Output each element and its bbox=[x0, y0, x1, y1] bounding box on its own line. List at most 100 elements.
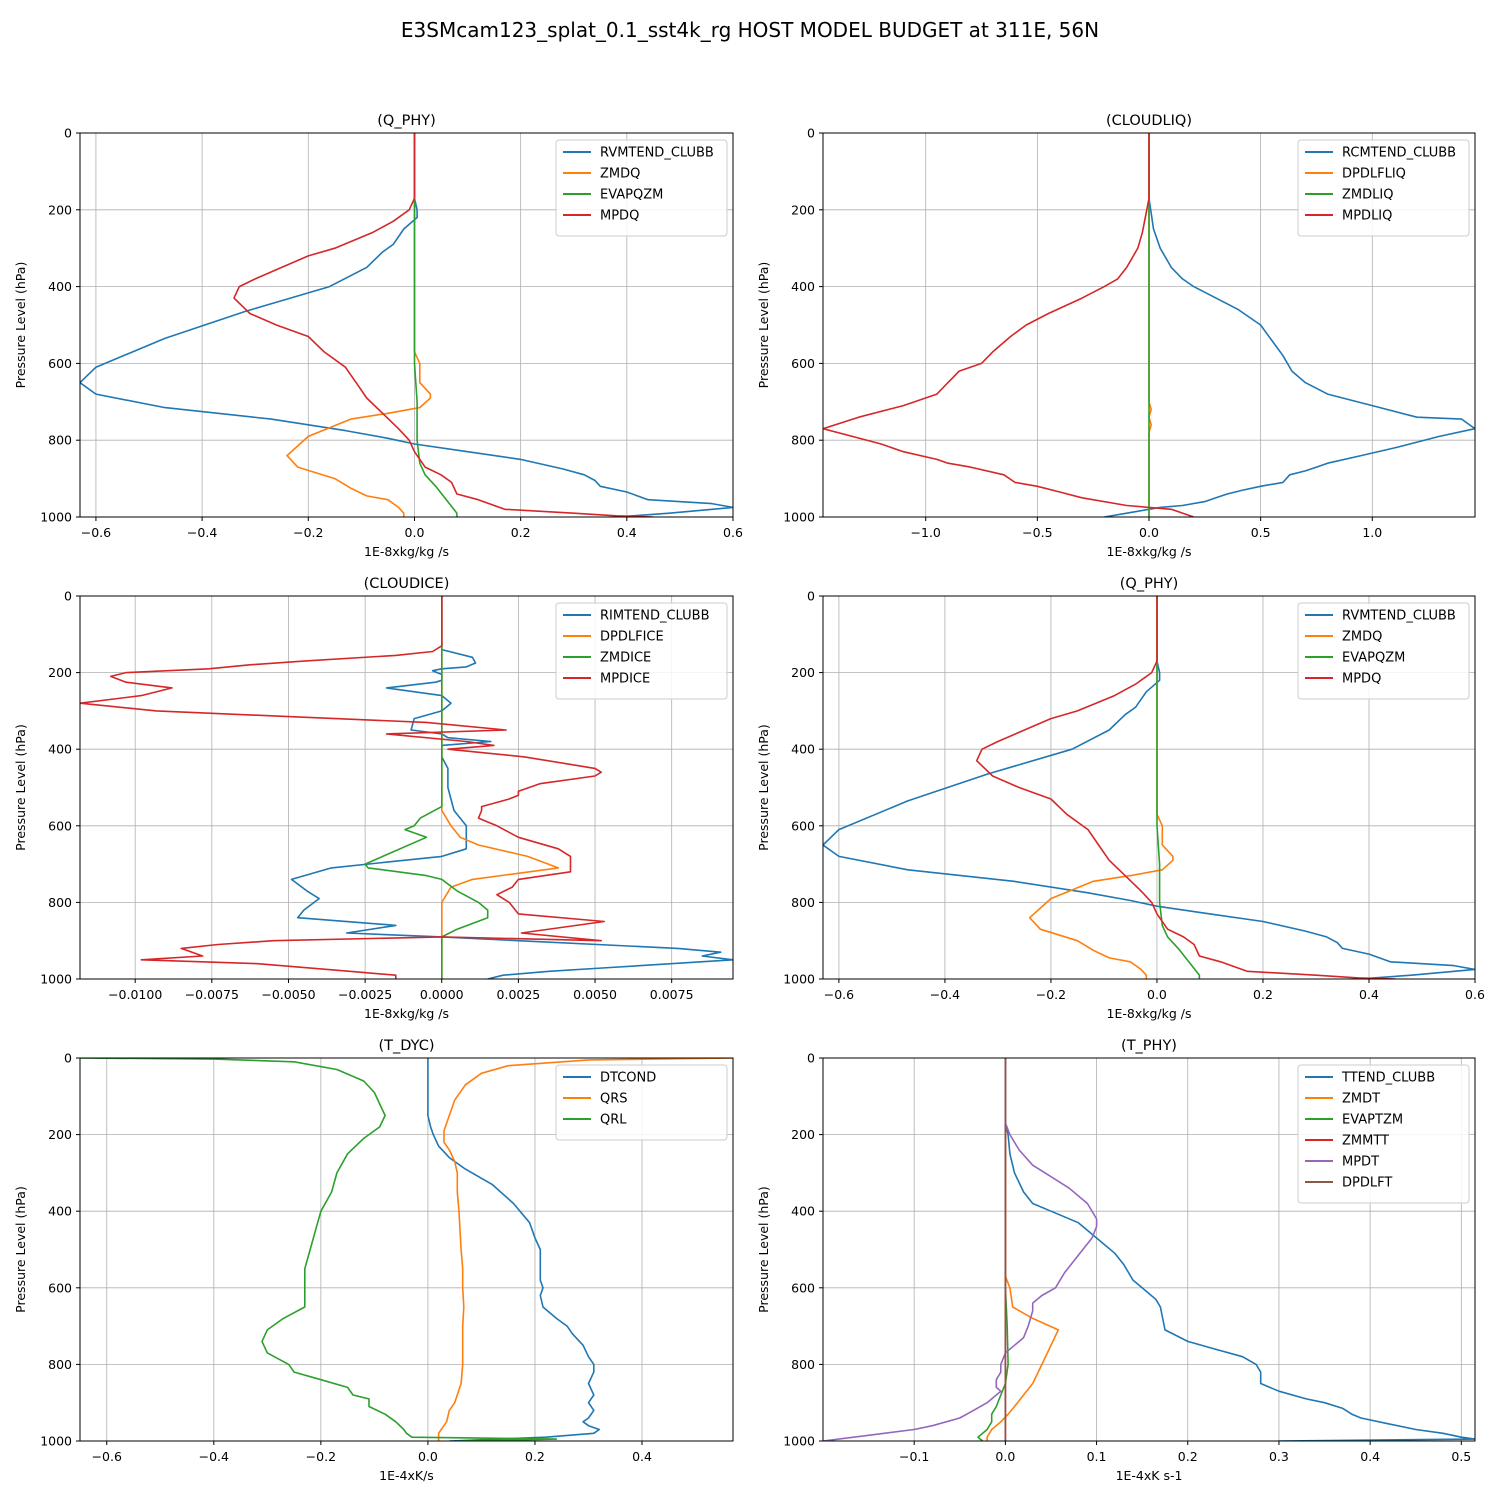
series-line-mpdq bbox=[975, 596, 1396, 979]
plot-area bbox=[823, 1058, 1475, 1441]
x-tick-label: 0.2 bbox=[511, 525, 531, 540]
plot-area bbox=[80, 1058, 733, 1441]
series-line-evapqzm bbox=[413, 133, 458, 517]
series-line-rvmtend-clubb bbox=[80, 133, 733, 517]
x-tick-label: −0.0050 bbox=[261, 987, 315, 1002]
x-axis-label: 1E-8xkg/kg /s bbox=[1107, 544, 1192, 559]
y-tick-label: 600 bbox=[48, 356, 72, 371]
x-tick-label: −1.0 bbox=[911, 525, 941, 540]
subplot-title: (Q_PHY) bbox=[1120, 576, 1178, 592]
x-axis-label: 1E-8xkg/kg /s bbox=[364, 1006, 449, 1021]
series-line-rvmtend-clubb bbox=[823, 596, 1475, 979]
subplot-title: (T_PHY) bbox=[1121, 1038, 1177, 1054]
y-tick-label: 400 bbox=[791, 1204, 815, 1219]
subplot-4: −0.6 −0.4 −0.2 0.0 0.2 0.4 0.6 0 200 400 600 800 100… bbox=[756, 576, 1485, 1021]
plot-area bbox=[80, 596, 733, 979]
y-tick-label: 1000 bbox=[40, 972, 72, 987]
series-line-mpdt bbox=[823, 1058, 1098, 1441]
x-tick-label: 0.0025 bbox=[497, 987, 541, 1002]
legend-box bbox=[1297, 1064, 1470, 1204]
plot-area bbox=[823, 596, 1475, 979]
legend-label: MPDLIQ bbox=[1342, 209, 1392, 224]
subplot-6: −0.1 0.0 0.1 0.2 0.3 0.4 0.5 0 200 400 600 800 1000 (… bbox=[756, 1038, 1476, 1483]
y-tick-label: 800 bbox=[791, 895, 815, 910]
legend: RVMTEND_CLUBB ZMDQ EVAPQZM MPDQ bbox=[1297, 602, 1470, 700]
legend-label: MPDQ bbox=[1342, 672, 1381, 687]
y-tick-label: 0 bbox=[64, 589, 72, 604]
legend-box bbox=[555, 139, 728, 237]
series-line-zmdice bbox=[364, 596, 489, 979]
legend-label: DPDLFT bbox=[1342, 1176, 1392, 1191]
legend-box bbox=[555, 602, 728, 700]
x-tick-label: 0.2 bbox=[525, 1449, 545, 1464]
legend-box bbox=[555, 1064, 728, 1141]
subplot-5: −0.6 −0.4 −0.2 0.0 0.2 0.4 0 200 400 600 800 1000 (T… bbox=[13, 1038, 734, 1483]
x-axis-label: 1E-4xK s-1 bbox=[1116, 1468, 1183, 1483]
subplot-grid: −0.6 −0.4 −0.2 0.0 0.2 0.4 0.6 0 200 400 600 800 100… bbox=[13, 113, 1485, 1483]
series-line-mpdq bbox=[233, 133, 654, 517]
y-tick-label: 200 bbox=[791, 665, 815, 680]
y-tick-label: 800 bbox=[791, 433, 815, 448]
y-tick-label: 1000 bbox=[783, 972, 815, 987]
x-tick-label: −0.6 bbox=[824, 987, 854, 1002]
y-tick-label: 800 bbox=[48, 433, 72, 448]
legend: RCMTEND_CLUBB DPDLFLIQ ZMDLIQ MPDLIQ bbox=[1297, 139, 1470, 237]
legend-label: QRL bbox=[600, 1113, 627, 1128]
x-tick-label: 0.4 bbox=[617, 525, 637, 540]
x-tick-label: −0.6 bbox=[92, 1449, 122, 1464]
y-tick-label: 0 bbox=[64, 126, 72, 141]
subplot-1: −0.6 −0.4 −0.2 0.0 0.2 0.4 0.6 0 200 400 600 800 100… bbox=[13, 113, 743, 559]
subplot-title: (Q_PHY) bbox=[377, 113, 435, 129]
x-tick-label: 0.0 bbox=[405, 525, 425, 540]
x-tick-label: −0.1 bbox=[899, 1449, 929, 1464]
legend-label: EVAPTZM bbox=[1342, 1113, 1403, 1128]
x-tick-label: 0.2 bbox=[1253, 987, 1273, 1002]
x-tick-label: 0.4 bbox=[632, 1449, 652, 1464]
x-tick-label: −0.4 bbox=[930, 987, 960, 1002]
x-tick-label: 0.0 bbox=[1147, 987, 1167, 1002]
x-tick-label: 0.3 bbox=[1269, 1449, 1289, 1464]
series-line-qrl bbox=[80, 1058, 558, 1441]
y-tick-label: 400 bbox=[791, 279, 815, 294]
y-tick-label: 200 bbox=[48, 1127, 72, 1142]
y-tick-label: 400 bbox=[48, 1204, 72, 1219]
legend-box bbox=[1297, 139, 1470, 237]
axes-frame bbox=[79, 1057, 734, 1442]
x-tick-label: −0.5 bbox=[1022, 525, 1052, 540]
series-line-mpdice bbox=[80, 596, 606, 979]
x-axis-label: 1E-8xkg/kg /s bbox=[1107, 1006, 1192, 1021]
y-tick-label: 1000 bbox=[40, 510, 72, 525]
series-line-ttend-clubb bbox=[1004, 1058, 1475, 1441]
series-line-dpdlfice bbox=[440, 596, 560, 979]
figure-title: E3SMcam123_splat_0.1_sst4k_rg HOST MODEL… bbox=[401, 18, 1099, 42]
y-tick-label: 0 bbox=[807, 126, 815, 141]
x-tick-label: 0.6 bbox=[723, 525, 743, 540]
plot-area bbox=[823, 133, 1475, 517]
legend-label: RCMTEND_CLUBB bbox=[1342, 146, 1456, 161]
y-tick-label: 400 bbox=[791, 742, 815, 757]
y-tick-label: 0 bbox=[64, 1051, 72, 1066]
legend-label: ZMDLIQ bbox=[1342, 188, 1393, 203]
plot-area bbox=[80, 133, 733, 517]
y-tick-label: 600 bbox=[48, 1280, 72, 1295]
series-line-evaptzm bbox=[977, 1058, 1009, 1441]
axes-frame bbox=[79, 132, 734, 518]
x-tick-label: 0.5 bbox=[1451, 1449, 1471, 1464]
y-axis-label: Pressure Level (hPa) bbox=[13, 262, 28, 389]
legend: RIMTEND_CLUBB DPDLFICE ZMDICE MPDICE bbox=[555, 602, 728, 700]
series-line-qrs bbox=[437, 1058, 733, 1441]
legend-label: QRS bbox=[600, 1092, 628, 1107]
y-tick-label: 600 bbox=[791, 356, 815, 371]
x-tick-label: 0.0075 bbox=[650, 987, 694, 1002]
x-tick-label: −0.2 bbox=[293, 525, 323, 540]
series-line-zmdt bbox=[986, 1058, 1060, 1441]
legend-label: RVMTEND_CLUBB bbox=[600, 146, 714, 161]
y-tick-label: 0 bbox=[807, 589, 815, 604]
y-tick-label: 1000 bbox=[783, 510, 815, 525]
x-tick-label: −0.0025 bbox=[338, 987, 392, 1002]
legend-label: ZMDICE bbox=[600, 651, 651, 666]
legend-label: DPDLFLIQ bbox=[1342, 167, 1406, 182]
y-tick-label: 200 bbox=[791, 202, 815, 217]
legend-label: MPDT bbox=[1342, 1155, 1379, 1170]
y-axis-label: Pressure Level (hPa) bbox=[756, 262, 771, 389]
